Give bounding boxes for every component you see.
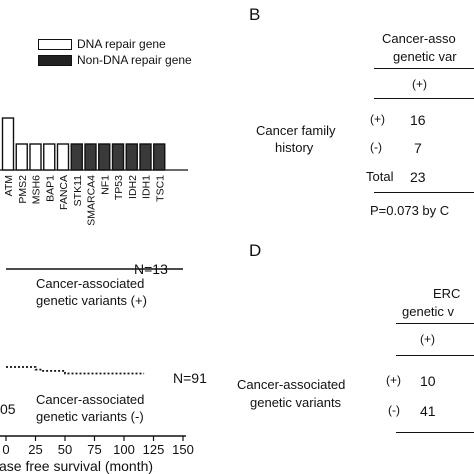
bar-tick-label-fanca: FANCA (58, 175, 70, 210)
km-n-top: N=13 (134, 261, 168, 277)
bar-bap1 (43, 143, 56, 171)
bar-tick-label-smarca4: SMARCA4 (86, 175, 98, 226)
bar-tsc1 (153, 143, 166, 171)
km-tick-label-125: 125 (143, 442, 165, 457)
km-tick-label-150: 150 (172, 442, 194, 457)
bar-msh6 (29, 143, 42, 171)
legend-swatch-dna-repair (38, 39, 72, 50)
bar-fanca (56, 143, 70, 171)
table-d-header-line2: genetic v (402, 304, 455, 319)
bar-nf1 (98, 143, 111, 171)
table-b-row-label-line2: history (275, 140, 314, 155)
panel-letter-b: B (249, 5, 261, 24)
km-x-ticks: 0 25 50 75 100 125 150 (2, 436, 194, 457)
table-b-total-label: Total (366, 169, 394, 184)
table-b-top-rule (374, 98, 474, 99)
km-tick-label-25: 25 (28, 442, 42, 457)
bar-tick-label-tp53: TP53 (113, 175, 125, 200)
table-d-bottom-rule (396, 432, 474, 433)
table-d-row2-sign: (-) (388, 403, 400, 417)
table-d-row-label-line1: Cancer-associated (237, 377, 346, 392)
table-d-col-plus: (+) (420, 332, 435, 346)
bar-tick-label-atm: ATM (3, 175, 15, 196)
bar-atm (1, 117, 15, 171)
km-label-bottom-line2: genetic variants (-) (36, 409, 144, 424)
table-d-header-line1: ERC (433, 286, 461, 301)
table-b-total-value: 23 (410, 169, 426, 185)
table-b-row1-value: 16 (410, 112, 426, 128)
km-x-axis-label: ase free survival (month) (0, 458, 154, 474)
bar-smarca4 (84, 143, 97, 171)
table-d-row1-sign: (+) (386, 373, 401, 387)
bar-tick-label-pms2: PMS2 (17, 175, 29, 204)
table-d-row-label-line2: genetic variants (250, 395, 342, 410)
bar-idh2 (125, 143, 138, 171)
bar-pms2 (15, 143, 28, 171)
table-b-row-label-line1: Cancer family (256, 123, 336, 138)
legend-swatch-non-dna-repair (38, 55, 72, 66)
bar-tick-label-tsc1: TSC1 (154, 175, 166, 202)
bar-idh1 (139, 143, 152, 171)
bar-stk11 (70, 143, 83, 171)
km-tick-label-50: 50 (58, 442, 72, 457)
km-label-top-line1: Cancer-associated (36, 276, 145, 291)
bar-tick-label-idh1: IDH1 (141, 175, 153, 199)
km-p-fragment: 05 (0, 401, 16, 417)
table-d-top-rule (396, 355, 474, 356)
table-b-col-plus: (+) (412, 77, 427, 91)
table-b-header-line2: genetic var (393, 49, 457, 64)
table-b-row2-value: 7 (414, 140, 422, 156)
table-b-row2-sign: (-) (370, 140, 382, 154)
km-n-bottom: N=91 (173, 370, 207, 386)
table-b-p-value: P=0.073 by C (370, 203, 450, 218)
bar-tick-label-stk11: STK11 (72, 175, 84, 206)
km-label-top-line2: genetic variants (+) (36, 293, 147, 308)
km-tick-label-75: 75 (87, 442, 101, 457)
bar-tick-label-bap1: BAP1 (44, 175, 56, 202)
legend-label-dna-repair: DNA repair gene (77, 37, 166, 51)
table-d-header-rule (396, 323, 474, 324)
panel-letter-d: D (249, 241, 262, 260)
bar-tick-label-nf1: NF1 (99, 175, 111, 195)
table-b-bottom-rule (374, 192, 474, 193)
km-label-bottom-line1: Cancer-associated (36, 392, 145, 407)
bar-tick-label-idh2: IDH2 (127, 175, 139, 199)
km-curve-variants-negative (6, 366, 145, 375)
table-d-row2-value: 41 (420, 403, 436, 419)
bar-tick-label-msh6: MSH6 (31, 175, 43, 204)
km-tick-label-100: 100 (113, 442, 135, 457)
km-tick-label-0: 0 (2, 442, 9, 457)
table-b-header-rule (374, 68, 474, 69)
table-b-row1-sign: (+) (370, 112, 385, 126)
table-d-row1-value: 10 (420, 373, 436, 389)
table-b-header-line1: Cancer-asso (382, 31, 456, 46)
bar-tp53 (111, 143, 125, 171)
legend-label-non-dna-repair: Non-DNA repair gene (77, 53, 192, 67)
